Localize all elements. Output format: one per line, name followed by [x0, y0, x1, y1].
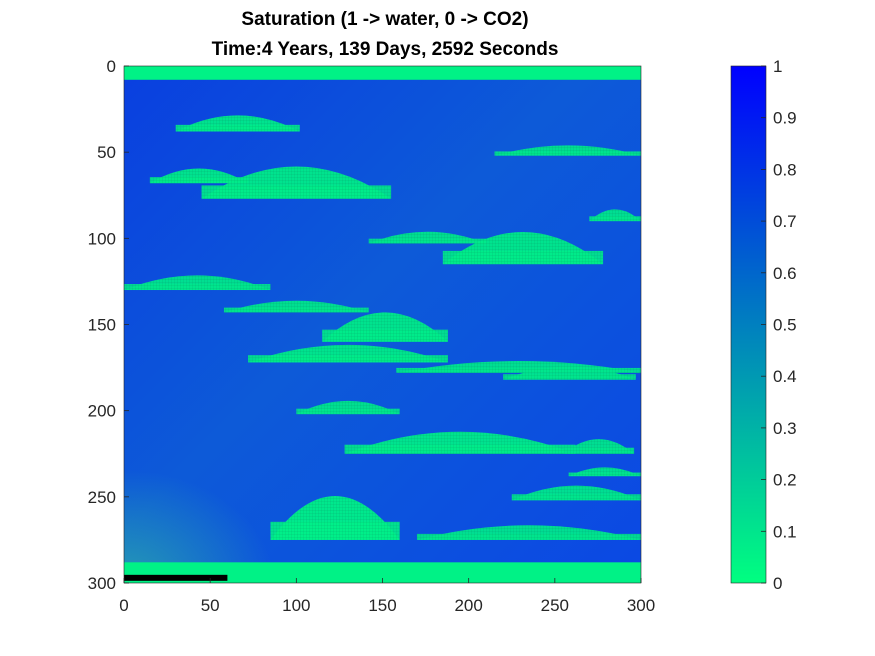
co2-plume [322, 312, 448, 342]
y-tick-label: 50 [97, 143, 116, 162]
colorbar-tick-label: 0.7 [773, 212, 797, 231]
co2-plume [563, 439, 635, 454]
x-tick-label: 200 [454, 596, 482, 615]
y-tick-label: 150 [88, 316, 116, 335]
x-tick-label: 300 [627, 596, 655, 615]
colorbar-axis: 0 0.1 0.2 0.3 0.4 0.5 0.6 0.7 0.8 0.9 1 [761, 57, 797, 593]
colorbar-tick-label: 0.1 [773, 522, 797, 541]
colorbar-tick-label: 0.3 [773, 419, 797, 438]
saturation-bands [124, 66, 641, 583]
co2-plume [416, 525, 641, 540]
colorbar-tick-label: 0.9 [773, 109, 797, 128]
co2-plumes [124, 115, 641, 540]
colorbar [730, 65, 767, 584]
co2-plume [442, 231, 604, 265]
y-tick-label: 200 [88, 402, 116, 421]
y-tick-label: 0 [107, 57, 116, 76]
x-tick-label: 50 [201, 596, 220, 615]
y-tick-label: 250 [88, 488, 116, 507]
colorbar-tick-label: 0.6 [773, 264, 797, 283]
colorbar-tick-label: 0 [773, 574, 782, 593]
co2-plume [589, 209, 641, 222]
colorbar-tick-label: 0.4 [773, 367, 797, 386]
co2-plume [296, 400, 400, 415]
co2-plume [368, 231, 486, 244]
colorbar-tick-label: 1 [773, 57, 782, 76]
co2-plume [568, 467, 641, 477]
co2-plume [201, 166, 392, 199]
colorbar-tick-label: 0.8 [773, 160, 797, 179]
chart-title: Saturation (1 -> water, 0 -> CO2) [241, 9, 528, 30]
x-tick-label: 250 [541, 596, 569, 615]
y-axis: 0 50 100 150 200 250 300 [88, 57, 129, 593]
co2-plume [494, 145, 641, 156]
injection-well [124, 574, 228, 581]
bottom-co2-band [124, 562, 641, 583]
colorbar-tick-label: 0.5 [773, 316, 797, 335]
plot-area [124, 66, 641, 583]
co2-plume [175, 115, 300, 132]
co2-plume [503, 366, 636, 380]
x-tick-label: 0 [119, 596, 128, 615]
co2-plume [248, 344, 448, 363]
x-tick-label: 100 [282, 596, 310, 615]
co2-plume [149, 168, 249, 184]
co2-plume [511, 485, 641, 501]
chart-subtitle: Time:4 Years, 139 Days, 2592 Seconds [212, 39, 559, 60]
co2-plume [223, 300, 369, 313]
co2-plume [344, 431, 576, 454]
co2-plume [124, 275, 271, 291]
top-co2-band [124, 66, 641, 80]
x-tick-label: 150 [368, 596, 396, 615]
co2-plume [270, 495, 400, 540]
y-tick-label: 100 [88, 229, 116, 248]
colorbar-tick-label: 0.2 [773, 471, 797, 490]
y-tick-label: 300 [88, 574, 116, 593]
x-axis: 0 50 100 150 200 250 300 [119, 578, 655, 615]
